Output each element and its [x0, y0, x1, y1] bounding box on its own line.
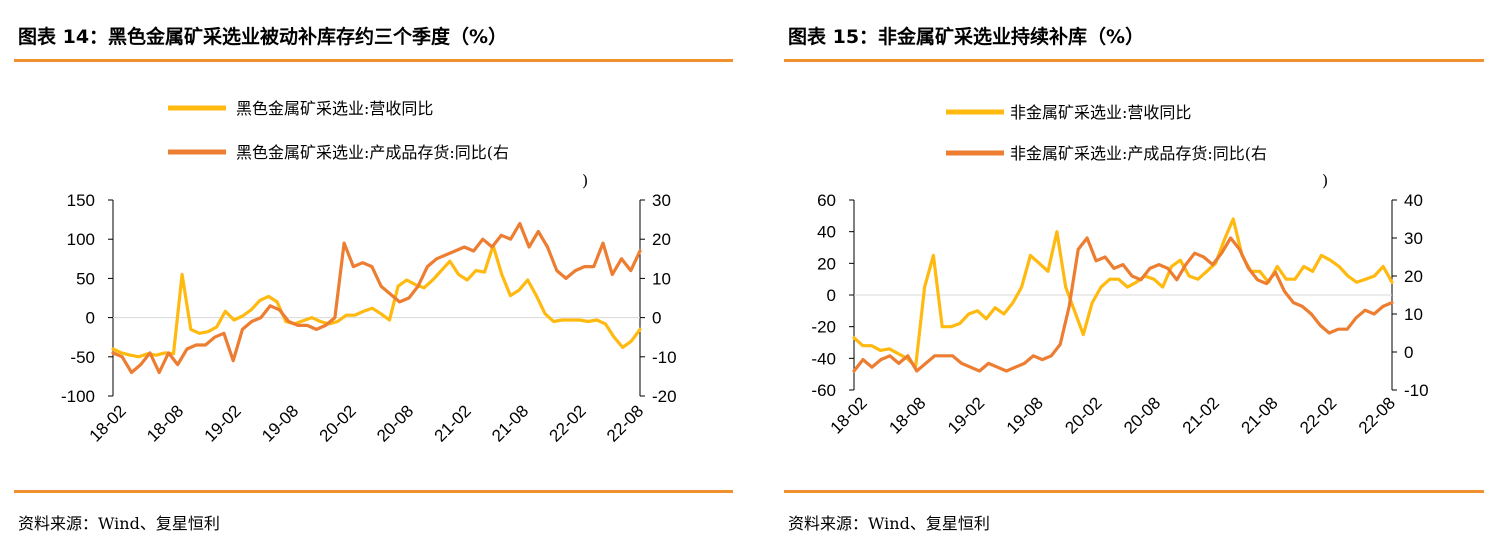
right-chart: 60 40 20 0 -20 -40 -60 40 30 20 10 0 -10 18-02 18-08 19…	[811, 103, 1429, 438]
x-tick-label: 20-08	[373, 401, 417, 445]
left-top-rule	[14, 59, 733, 62]
right-y-tick-label: 30	[652, 191, 671, 210]
x-tick-label: 20-02	[1061, 393, 1105, 437]
x-tick-label: 19-08	[258, 401, 302, 445]
left-y-tick-label: -100	[61, 387, 95, 406]
left-y-tick-label: 0	[86, 309, 95, 328]
left-source-note: 资料来源：Wind、复星恒利	[18, 514, 220, 533]
right-y-tick-label: 10	[652, 269, 671, 288]
x-tick-label: 18-08	[143, 401, 187, 445]
right-panel: 图表 15：非金属矿采选业持续补库（%） 60 40 20 0 -20 -40 -60 40 3…	[770, 0, 1498, 548]
legend-label-revenue: 非金属矿采选业:营收同比	[1010, 103, 1191, 122]
x-tick-label: 18-02	[86, 401, 130, 445]
left-bottom-rule	[14, 490, 733, 493]
revenue-yoy-line	[852, 217, 1394, 368]
left-y-tick-label: 50	[76, 269, 95, 288]
x-tick-label: 21-08	[488, 401, 532, 445]
x-tick-label: 22-08	[603, 401, 647, 445]
x-tick-label: 21-08	[1237, 393, 1281, 437]
left-y-tick-label: -20	[811, 318, 836, 337]
left-y-tick-label: -60	[811, 381, 836, 400]
x-tick-label: 19-02	[201, 401, 245, 445]
right-y-tick-label: 0	[652, 309, 661, 328]
x-tick-label: 18-02	[827, 393, 871, 437]
right-y-tick-label: -20	[652, 387, 677, 406]
legend-label-inventory: 黑色金属矿采选业:产成品存货:同比(右	[236, 143, 509, 162]
right-y-tick-label: 20	[1404, 267, 1423, 286]
right-y-tick-label: -10	[652, 348, 677, 367]
inventory-yoy-line	[852, 236, 1394, 373]
right-top-rule	[784, 59, 1484, 62]
right-y-tick-label: 40	[1404, 191, 1423, 210]
inventory-yoy-line	[111, 221, 642, 375]
x-tick-label: 18-08	[885, 393, 929, 437]
x-tick-label: 21-02	[431, 401, 475, 445]
x-tick-label: 20-02	[316, 401, 360, 445]
revenue-yoy-line	[111, 243, 642, 359]
right-y-tick-label: -10	[1404, 381, 1429, 400]
right-chart-title: 图表 15：非金属矿采选业持续补库（%）	[788, 26, 1145, 48]
right-bottom-rule	[784, 490, 1484, 493]
x-tick-label: 20-08	[1120, 393, 1164, 437]
left-y-tick-label: 20	[817, 254, 836, 273]
x-tick-label: 22-02	[546, 401, 590, 445]
legend-label-inventory-close: )	[582, 171, 588, 190]
left-y-tick-label: 150	[67, 191, 95, 210]
left-y-tick-label: 40	[817, 223, 836, 242]
left-y-tick-label: 60	[817, 191, 836, 210]
left-panel: 图表 14：黑色金属矿采选业被动补库存约三个季度（%） 150 100 50 0 -50…	[14, 26, 733, 533]
right-y-tick-label: 30	[1404, 229, 1423, 248]
x-tick-label: 19-08	[1003, 393, 1047, 437]
right-y-tick-label: 20	[652, 230, 671, 249]
right-source-note: 资料来源：Wind、复星恒利	[788, 514, 990, 533]
legend-label-inventory-close: )	[1322, 171, 1328, 190]
left-y-tick-label: -40	[811, 349, 836, 368]
left-y-tick-label: 100	[67, 230, 95, 249]
left-chart-title: 图表 14：黑色金属矿采选业被动补库存约三个季度（%）	[18, 26, 508, 48]
x-tick-label: 22-02	[1296, 393, 1340, 437]
left-y-tick-label: -50	[70, 348, 95, 367]
left-y-tick-label: 0	[827, 286, 836, 305]
x-tick-label: 19-02	[944, 393, 988, 437]
legend-label-revenue: 黑色金属矿采选业:营收同比	[236, 99, 433, 118]
right-y-tick-label: 0	[1404, 343, 1413, 362]
x-tick-label: 21-02	[1179, 393, 1223, 437]
right-y-tick-label: 10	[1404, 305, 1423, 324]
legend-label-inventory: 非金属矿采选业:产成品存货:同比(右	[1010, 144, 1267, 163]
x-tick-label: 22-08	[1355, 393, 1399, 437]
